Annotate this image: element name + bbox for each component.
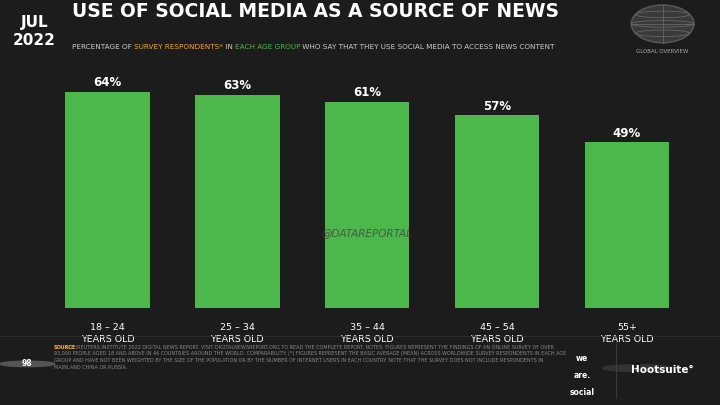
Text: PERCENTAGE OF: PERCENTAGE OF	[72, 44, 134, 50]
Circle shape	[631, 5, 694, 43]
Bar	[195, 95, 279, 308]
Circle shape	[603, 365, 672, 371]
Text: 🦉: 🦉	[634, 363, 641, 373]
Text: 63%: 63%	[223, 79, 251, 92]
Text: 64%: 64%	[94, 76, 122, 89]
Text: SURVEY RESPONDENTS*: SURVEY RESPONDENTS*	[134, 44, 223, 50]
Text: USE OF SOCIAL MEDIA AS A SOURCE OF NEWS: USE OF SOCIAL MEDIA AS A SOURCE OF NEWS	[72, 2, 559, 21]
Text: @DATAREPORTAL: @DATAREPORTAL	[322, 228, 413, 239]
Bar	[66, 92, 150, 308]
Text: 98: 98	[22, 359, 32, 369]
Text: 57%: 57%	[483, 100, 511, 113]
Text: EACH AGE GROUP: EACH AGE GROUP	[235, 44, 300, 50]
Text: WHO SAY THAT THEY USE SOCIAL MEDIA TO ACCESS NEWS CONTENT: WHO SAY THAT THEY USE SOCIAL MEDIA TO AC…	[300, 44, 555, 50]
Text: IN: IN	[223, 44, 235, 50]
Bar	[455, 115, 539, 308]
Text: are.: are.	[573, 371, 590, 380]
Text: GLOBAL OVERVIEW: GLOBAL OVERVIEW	[636, 49, 689, 54]
Circle shape	[0, 361, 55, 367]
Text: SOURCE: REUTERS INSTITUTE 2022 DIGITAL NEWS REPORT. VISIT DIGITALNEWSREPORT.ORG : SOURCE: REUTERS INSTITUTE 2022 DIGITAL N…	[54, 345, 566, 369]
Text: we: we	[575, 354, 588, 363]
Text: SOURCE:: SOURCE:	[54, 345, 78, 350]
Text: 18 – 24
YEARS OLD: 18 – 24 YEARS OLD	[81, 323, 134, 344]
Text: social: social	[570, 388, 594, 397]
Text: JUL
2022: JUL 2022	[13, 15, 55, 48]
Text: 45 – 54
YEARS OLD: 45 – 54 YEARS OLD	[470, 323, 524, 344]
Text: Hootsuite°: Hootsuite°	[631, 364, 693, 375]
Text: 55+
YEARS OLD: 55+ YEARS OLD	[600, 323, 654, 344]
Text: 25 – 34
YEARS OLD: 25 – 34 YEARS OLD	[210, 323, 264, 344]
Text: 35 – 44
YEARS OLD: 35 – 44 YEARS OLD	[341, 323, 394, 344]
Text: 61%: 61%	[353, 86, 382, 99]
Bar	[325, 102, 410, 308]
Text: 49%: 49%	[613, 127, 641, 140]
Bar	[585, 143, 669, 308]
